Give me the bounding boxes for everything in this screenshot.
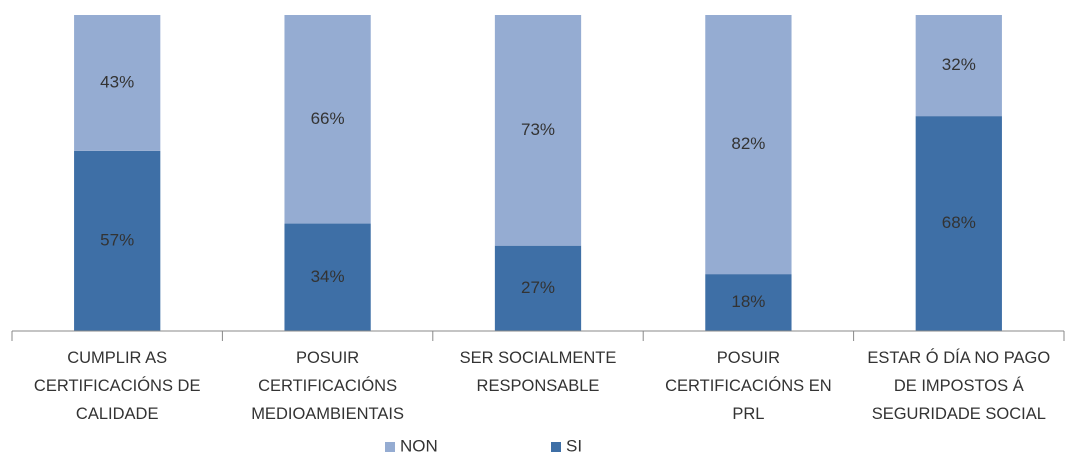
legend-swatch bbox=[385, 442, 395, 452]
data-label: 18% bbox=[731, 292, 765, 311]
x-tick-label: SER SOCIALMENTE RESPONSABLE bbox=[459, 349, 617, 395]
legend-label: NON bbox=[400, 436, 438, 455]
bar-segment bbox=[915, 116, 1002, 332]
data-label: 27% bbox=[521, 278, 555, 297]
legend-swatch bbox=[551, 442, 561, 452]
data-label: 34% bbox=[311, 267, 345, 286]
bar-segment bbox=[705, 15, 792, 275]
bar-segment bbox=[494, 15, 582, 246]
x-tick-label: CUMPLIR AS CERTIFICACIÓNS DE CALIDADE bbox=[33, 349, 201, 423]
bar-segment bbox=[74, 150, 161, 331]
x-tick-label: POSUIR CERTIFICACIÓNS EN PRL bbox=[665, 349, 832, 423]
data-label: 73% bbox=[521, 120, 555, 139]
legend-label: SI bbox=[566, 436, 582, 455]
data-label: 66% bbox=[311, 109, 345, 128]
x-tick-label: ESTAR Ó DÍA NO PAGO DE IMPOSTOS Á SEGURI… bbox=[867, 349, 1051, 423]
data-label: 82% bbox=[731, 134, 765, 153]
data-label: 43% bbox=[100, 72, 134, 91]
bar-segment bbox=[915, 15, 1002, 117]
bar-segment bbox=[74, 15, 161, 151]
bar-segment bbox=[494, 245, 582, 331]
data-label: 57% bbox=[100, 230, 134, 249]
bar-segment bbox=[284, 15, 371, 224]
data-label: 68% bbox=[942, 213, 976, 232]
data-label: 32% bbox=[942, 55, 976, 74]
x-tick-label: POSUIR CERTIFICACIÓNS MEDIOAMBIENTAIS bbox=[251, 349, 404, 423]
bar-segment bbox=[705, 274, 792, 331]
bar-segment bbox=[284, 223, 371, 331]
